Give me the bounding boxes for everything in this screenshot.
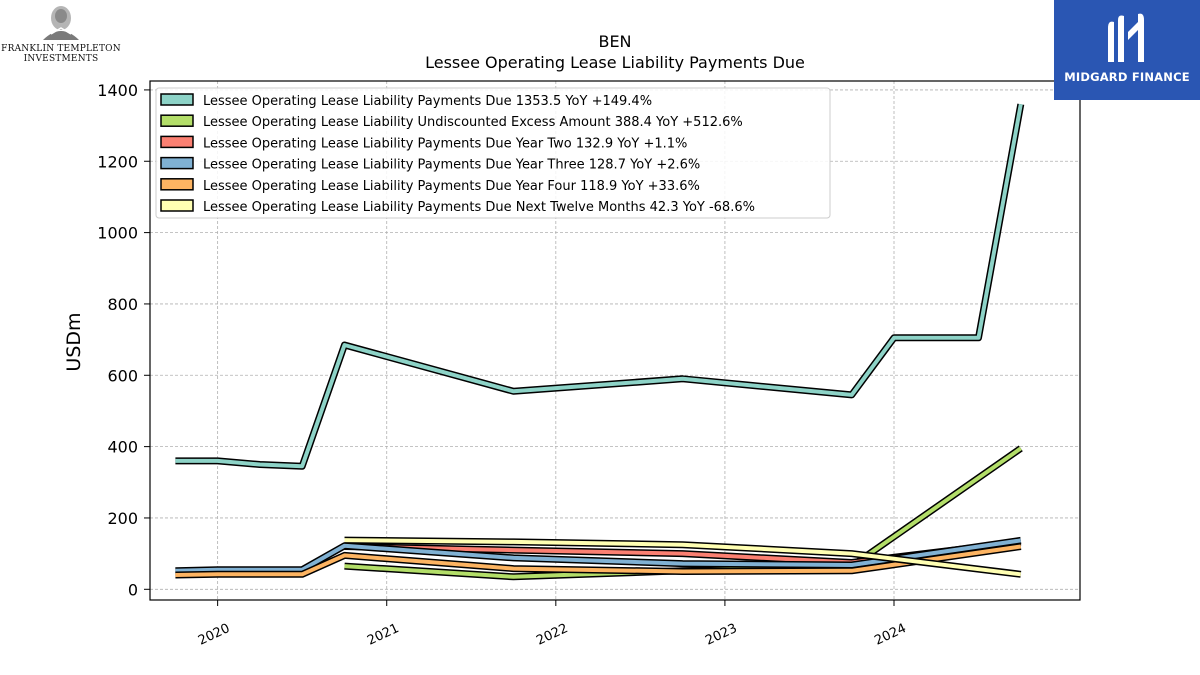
chart-title: BEN <box>598 32 631 51</box>
series-line <box>344 538 1022 577</box>
legend-label: Lessee Operating Lease Liability Payment… <box>203 200 755 215</box>
x-tick-label: 2020 <box>196 621 232 649</box>
y-tick-label: 1200 <box>97 152 138 171</box>
portrait-icon <box>43 6 79 40</box>
series-line <box>175 538 1022 573</box>
legend-label: Lessee Operating Lease Liability Payment… <box>203 136 687 151</box>
legend: Lessee Operating Lease Liability Payment… <box>155 87 831 219</box>
legend-box <box>155 87 831 219</box>
brand-left-name: FRANKLIN TEMPLETON <box>1 44 121 54</box>
brand-left-subname: INVESTMENTS <box>23 54 99 64</box>
x-tick-label: 2024 <box>872 621 908 649</box>
series-layer <box>175 103 1025 581</box>
legend-swatch <box>160 135 194 149</box>
x-tick-label: 2023 <box>703 621 739 649</box>
brand-right-name: MIDGARD FINANCE <box>1064 70 1190 84</box>
y-tick-label: 0 <box>128 580 138 599</box>
legend-swatch <box>160 114 194 127</box>
x-tick-label: 2022 <box>534 621 570 649</box>
y-tick-label: 200 <box>107 509 138 528</box>
legend-swatch <box>160 156 194 170</box>
series-line <box>175 103 1023 469</box>
legend-label: Lessee Operating Lease Liability Payment… <box>203 94 652 109</box>
midgard-mark-icon <box>1108 13 1144 63</box>
legend-label: Lessee Operating Lease Liability Payment… <box>203 158 700 173</box>
legend-label: Lessee Operating Lease Liability Payment… <box>203 179 700 194</box>
y-tick-label: 1000 <box>97 224 138 243</box>
legend-swatch <box>160 93 194 106</box>
y-tick-label: 1400 <box>97 81 138 100</box>
legend-swatch <box>160 178 194 191</box>
midgard-finance-logo: MIDGARD FINANCE <box>1054 0 1200 100</box>
plot-area-frame <box>149 80 1081 601</box>
y-tick-label: 600 <box>107 366 138 385</box>
axes: 0 200 400 600 800 1000 1200 1400 2020 2021 2022 202… <box>97 81 908 649</box>
series-line <box>175 544 1022 577</box>
legend-swatch <box>160 199 194 212</box>
y-axis-label: USDm <box>63 312 85 371</box>
x-tick-label: 2021 <box>365 621 401 649</box>
franklin-templeton-logo: FRANKLIN TEMPLETON INVESTMENTS <box>0 4 122 64</box>
y-tick-label: 800 <box>107 295 138 314</box>
chart-subtitle: Lessee Operating Lease Liability Payment… <box>425 53 805 72</box>
y-tick-label: 400 <box>107 438 138 457</box>
legend-label: Lessee Operating Lease Liability Undisco… <box>203 115 743 130</box>
